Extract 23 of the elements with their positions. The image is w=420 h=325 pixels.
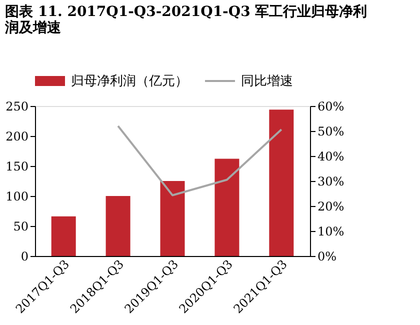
y2-tick-label: 10%: [318, 224, 344, 238]
line-series: [117, 125, 282, 196]
legend-label: 同比增速: [241, 74, 293, 89]
y-tick-label: 0: [20, 250, 28, 264]
text: 图表 11. 2017Q1-Q3-2021Q1-Q3 军工行业归母净利: [5, 4, 368, 20]
legend-label: 归母净利润（亿元）: [71, 74, 188, 89]
y2-tick-label: 30%: [318, 174, 344, 188]
y-tick-label: 250: [6, 100, 28, 114]
y2-tick-label: 50%: [318, 124, 344, 138]
y-tick-label: 150: [6, 160, 28, 174]
y2-tick-label: 20%: [318, 200, 344, 214]
y-tick-label: 50: [13, 220, 28, 234]
y-tick-label: 100: [6, 190, 28, 204]
y2-tick-label: 0%: [318, 250, 337, 264]
bar: [51, 216, 76, 256]
y-tick-label: 200: [6, 130, 28, 144]
bar: [214, 158, 240, 256]
y2-tick-label: 60%: [318, 100, 344, 114]
y2-tick-label: 40%: [318, 150, 344, 164]
text: 润及增速: [5, 20, 62, 36]
bar: [160, 181, 185, 256]
bar: [106, 196, 130, 256]
bar: [269, 110, 294, 256]
